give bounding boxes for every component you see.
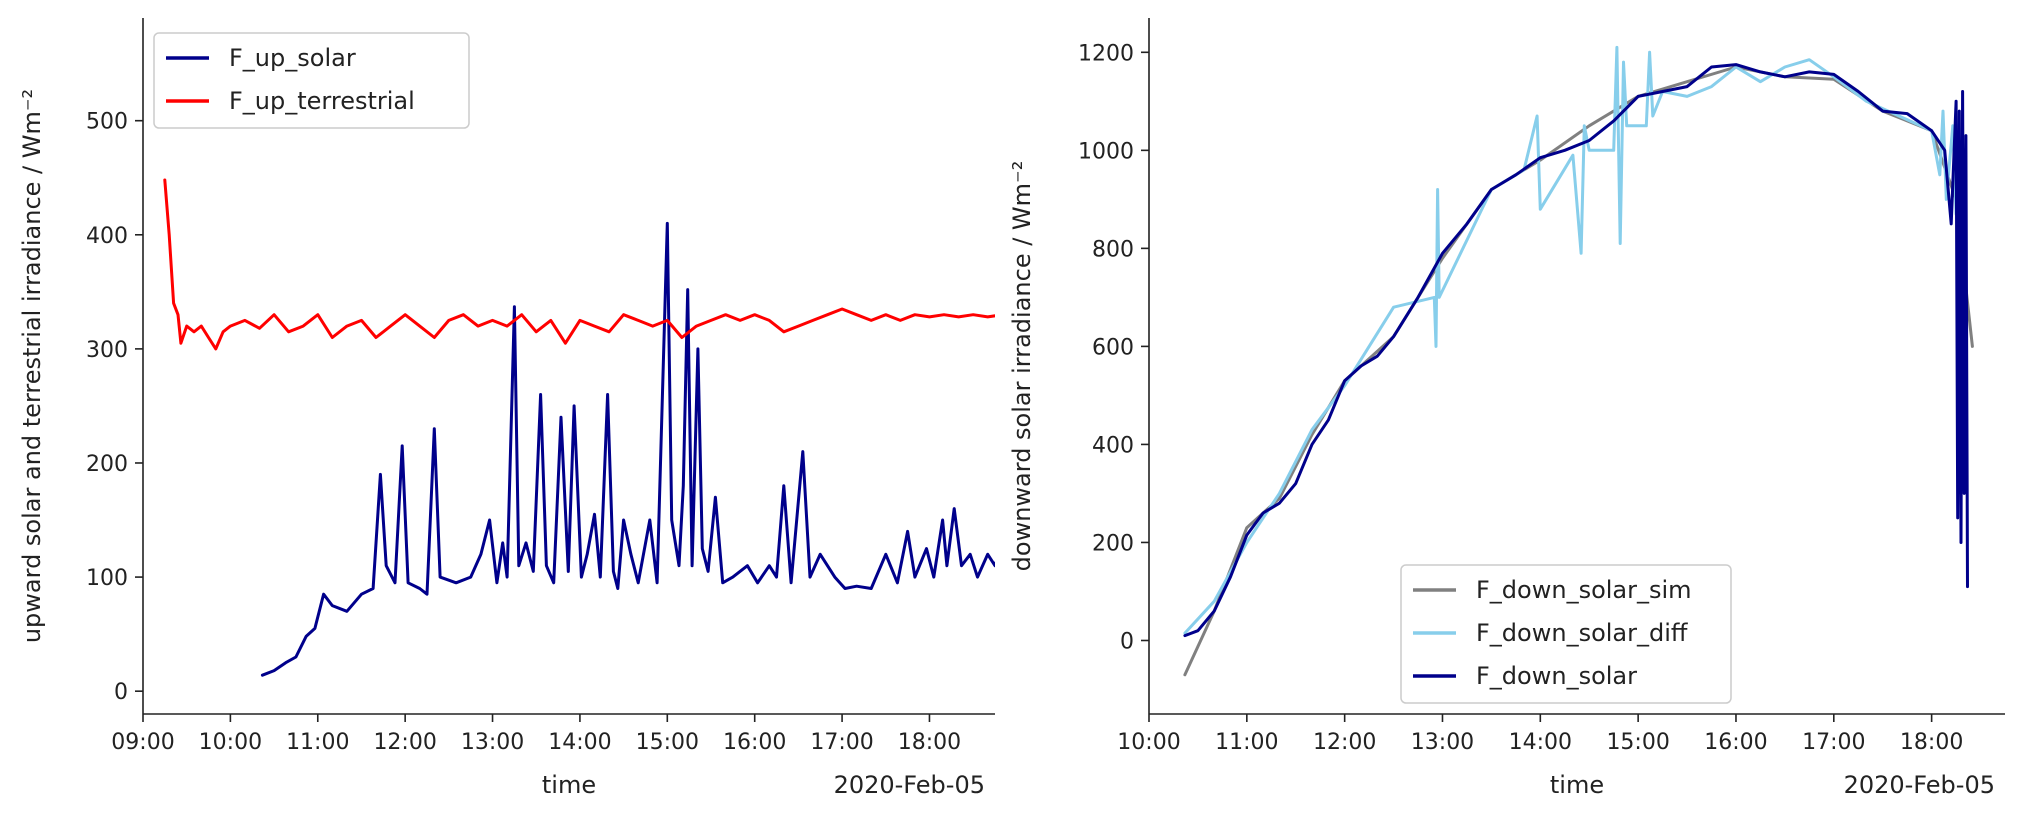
x-tick-label: 14:00	[1509, 730, 1572, 755]
legend-label-f-up-terrestrial: F_up_terrestrial	[229, 87, 415, 115]
y-tick-label: 1200	[1078, 41, 1134, 66]
y-tick-label: 200	[86, 452, 128, 477]
x-tick-label: 13:00	[1411, 730, 1474, 755]
chart-upward-irradiance: 09:00 10:00 11:00 12:00 13:00 14:00 15:00 16:00…	[18, 18, 995, 799]
legend-label-f-down-solar-diff: F_down_solar_diff	[1476, 619, 1688, 647]
y-tick-label: 200	[1092, 531, 1134, 556]
legend: F_up_solar F_up_terrestrial	[153, 32, 470, 129]
x-tick-label: 13:00	[461, 730, 524, 755]
x-axis-title: time	[1550, 771, 1604, 799]
y-tick-label: 500	[86, 110, 128, 135]
series-line-f-up-solar	[260, 221, 995, 677]
x-tick-label: 10:00	[1117, 730, 1180, 755]
legend-box	[1400, 564, 1732, 704]
x-tick-label: 12:00	[373, 730, 436, 755]
x-tick-label: 16:00	[723, 730, 786, 755]
x-tick-label: 17:00	[810, 730, 873, 755]
y-axis-title: downward solar irradiance / Wm⁻²	[1008, 161, 1036, 572]
y-tick-label: 800	[1092, 237, 1134, 262]
x-tick-label: 11:00	[1215, 730, 1278, 755]
y-tick-label: 400	[1092, 433, 1134, 458]
legend-box	[153, 32, 470, 129]
x-tick-label: 14:00	[548, 730, 611, 755]
x-tick-label: 12:00	[1313, 730, 1376, 755]
x-tick-label: 16:00	[1704, 730, 1767, 755]
legend-label-f-up-solar: F_up_solar	[229, 44, 356, 72]
x-tick-label: 18:00	[898, 730, 961, 755]
legend-label-f-down-solar-sim: F_down_solar_sim	[1476, 576, 1692, 604]
x-tick-label: 15:00	[636, 730, 699, 755]
x-axis-title: time	[542, 771, 596, 799]
y-tick-label: 400	[86, 224, 128, 249]
x-tick-label: 17:00	[1802, 730, 1865, 755]
x-tick-label: 15:00	[1606, 730, 1669, 755]
series-line-f-down-solar	[1183, 63, 1969, 638]
x-tick-label: 11:00	[286, 730, 349, 755]
y-axis-title: upward solar and terrestrial irradiance …	[18, 89, 46, 643]
y-tick-label: 0	[1120, 629, 1134, 654]
chart-downward-irradiance: 10:00 11:00 12:00 13:00 14:00 15:00 16:00 17:00…	[1008, 18, 2005, 799]
date-label: 2020-Feb-05	[834, 771, 985, 799]
x-tick-label: 09:00	[111, 730, 174, 755]
series-line-f-up-terrestrial	[163, 178, 995, 351]
y-tick-label: 0	[114, 680, 128, 705]
y-tick-label: 600	[1092, 335, 1134, 360]
legend-label-f-down-solar: F_down_solar	[1476, 662, 1637, 690]
x-tick-label: 18:00	[1900, 730, 1963, 755]
y-tick-label: 100	[86, 566, 128, 591]
y-tick-label: 300	[86, 338, 128, 363]
y-tick-label: 1000	[1078, 139, 1134, 164]
date-label: 2020-Feb-05	[1844, 771, 1995, 799]
legend: F_down_solar_sim F_down_solar_diff F_down_…	[1400, 564, 1732, 704]
x-tick-label: 10:00	[199, 730, 262, 755]
